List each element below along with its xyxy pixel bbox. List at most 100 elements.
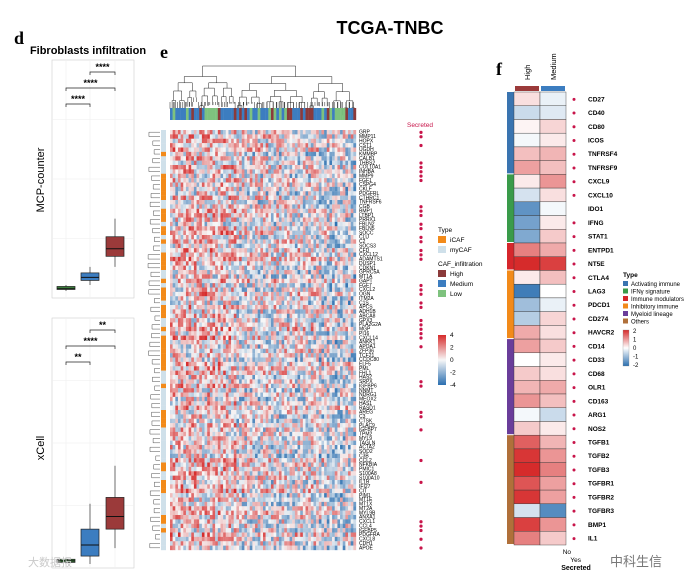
heatmap-cell (268, 195, 272, 201)
heatmap-cell (204, 191, 208, 196)
heatmap-cell (257, 195, 261, 201)
heatmap-cell (353, 200, 357, 205)
heatmap-cell (196, 353, 200, 358)
heatmap-cell (185, 169, 189, 174)
heatmap-cell (212, 230, 216, 236)
heatmap-cell (201, 173, 205, 179)
heatmap-cell (180, 405, 184, 411)
dendrogram-branch (249, 83, 287, 91)
row-dendrogram-branch (149, 201, 160, 207)
heatmap-cell (188, 213, 192, 218)
heatmap-cell (345, 204, 349, 209)
heatmap-cell (316, 383, 319, 389)
heatmap-cell (316, 173, 319, 179)
heatmap-cell (236, 130, 240, 135)
heatmap-cell (302, 208, 306, 214)
heatmap-cell (188, 396, 192, 402)
heatmap-cell (294, 138, 298, 144)
heatmap-cell (300, 204, 304, 209)
heatmap-cell (172, 361, 176, 367)
heatmap-cell (228, 221, 232, 227)
heatmap-cell (220, 326, 224, 332)
heatmap-cell (183, 388, 187, 393)
heatmap-cell (177, 392, 181, 398)
heatmap-cell (241, 353, 245, 358)
heatmap-cell (350, 357, 354, 363)
heatmap-cell (268, 134, 272, 139)
row-dendrogram-branch (154, 385, 160, 391)
annotation-cell (255, 108, 258, 120)
heatmap-cell (236, 383, 240, 389)
heatmap-cell (204, 265, 208, 271)
heatmap-cell (313, 287, 317, 293)
heatmap-cell (217, 138, 221, 144)
heatmap-cell (257, 401, 261, 406)
heatmap-cell (318, 383, 322, 389)
heatmap-cell (231, 335, 234, 341)
heatmap-cell (324, 151, 327, 157)
heatmap-cell (191, 213, 195, 218)
heatmap-cell (244, 178, 248, 183)
heatmap-cell (228, 401, 232, 406)
heatmap-cell (297, 287, 301, 293)
heatmap-cell (241, 186, 245, 192)
heatmap-cell (318, 248, 322, 253)
heatmap-cell (350, 379, 354, 384)
heatmap-cell (263, 410, 266, 415)
heatmap-cell (196, 200, 200, 205)
heatmap-cell (201, 283, 205, 288)
heatmap-cell (172, 401, 176, 406)
heatmap-cell (265, 361, 269, 367)
heatmap-cell (249, 291, 253, 297)
heatmap-cell (318, 361, 322, 367)
heatmap-cell (170, 204, 173, 209)
heatmap-cell (342, 221, 346, 227)
heatmap-cell (353, 138, 357, 144)
heatmap-cell (326, 405, 330, 411)
heatmap-cell (345, 370, 349, 376)
heatmap-cell (196, 156, 200, 161)
annotation-cell (294, 108, 298, 120)
heatmap-cell (247, 160, 250, 166)
heatmap-cell (316, 291, 319, 297)
heatmap-cell (193, 366, 197, 371)
heatmap-cell (249, 204, 253, 209)
heatmap-cell (316, 186, 319, 192)
heatmap-cell (263, 130, 266, 135)
dendrogram-branch (201, 95, 208, 106)
heatmap-cell (334, 252, 338, 258)
heatmap-cell (278, 326, 282, 332)
heatmap-cell (191, 160, 195, 166)
heatmap-cell (239, 134, 242, 139)
heatmap-cell (318, 375, 322, 380)
heatmap-cell (284, 370, 288, 376)
heatmap-cell (228, 243, 232, 249)
heatmap-cell (201, 134, 205, 139)
heatmap-cell (217, 191, 221, 196)
heatmap-cell (332, 156, 335, 161)
heatmap-cell (268, 353, 272, 358)
heatmap-cell (342, 366, 346, 371)
heatmap-cell (340, 256, 343, 262)
heatmap-cell (326, 204, 330, 209)
heatmap-cell (177, 283, 181, 288)
heatmap-cell (247, 248, 250, 253)
heatmap-cell (231, 405, 234, 411)
heatmap-cell (313, 239, 317, 244)
heatmap-cell (292, 296, 296, 301)
dendrogram-branch (173, 90, 182, 101)
heatmap-cell (252, 217, 256, 223)
annotation-cell (292, 108, 296, 120)
heatmap-cell (193, 309, 197, 314)
heatmap-cell (332, 331, 335, 336)
heatmap-cell (321, 405, 325, 411)
heatmap-cell (188, 348, 192, 354)
panel-letter-d: d (14, 28, 24, 48)
heatmap-cell (212, 305, 216, 310)
heatmap-cell (249, 151, 253, 157)
heatmap-cell (185, 296, 189, 301)
heatmap-cell (183, 331, 187, 336)
heatmap-cell (334, 256, 338, 262)
heatmap-cell (316, 156, 319, 161)
heatmap-cell (289, 318, 293, 323)
